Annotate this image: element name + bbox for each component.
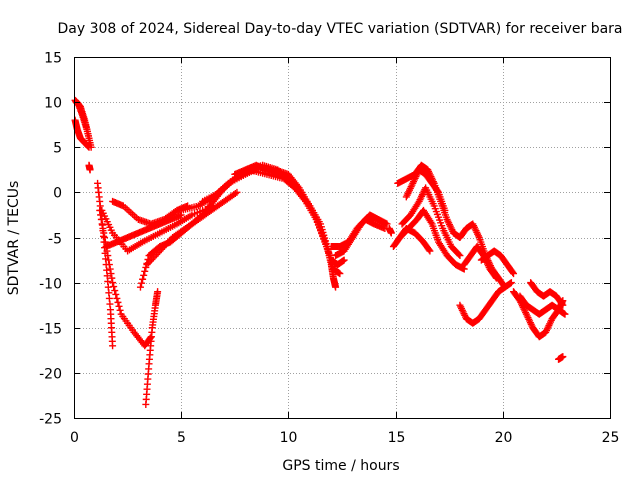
chart-title: Day 308 of 2024, Sidereal Day-to-day VTE… xyxy=(57,21,622,37)
data-point xyxy=(510,270,518,278)
data-point xyxy=(110,283,118,291)
y-tick-label: -5 xyxy=(48,232,62,248)
data-point xyxy=(383,220,391,228)
series-track-g xyxy=(142,288,162,408)
series-track-w xyxy=(402,166,449,214)
y-tick-label: 15 xyxy=(44,51,62,67)
series-track-ab xyxy=(477,247,518,278)
data-point xyxy=(558,300,566,308)
data-point xyxy=(101,238,109,246)
y-tick-label: 5 xyxy=(53,141,62,157)
data-point xyxy=(426,247,434,255)
data-point xyxy=(434,187,442,195)
data-point xyxy=(138,279,146,287)
data-point xyxy=(141,267,149,275)
y-tick-label: -25 xyxy=(39,412,62,428)
series-track-o xyxy=(209,163,344,278)
series-track-r xyxy=(327,215,389,251)
data-point xyxy=(98,220,106,228)
data-point xyxy=(114,298,122,306)
axis-ticks: 0 5 10 15 20 25 -25 -20 -15 -10 -5 0 5 10 15 xyxy=(39,51,619,447)
y-tick-label: -15 xyxy=(39,322,62,338)
y-tick-label: 0 xyxy=(53,186,62,202)
x-tick-label: 25 xyxy=(602,430,620,446)
series-track-b xyxy=(71,116,93,151)
data-point xyxy=(113,294,121,302)
data-point xyxy=(233,188,241,196)
series-track-p xyxy=(231,161,292,183)
data-point xyxy=(108,274,116,282)
grid-lines xyxy=(74,57,610,418)
series-track-j xyxy=(109,197,192,228)
data-point xyxy=(136,283,144,291)
y-tick-label: 10 xyxy=(44,96,62,112)
x-tick-label: 10 xyxy=(280,430,298,446)
data-point xyxy=(140,271,148,279)
x-tick-label: 20 xyxy=(495,430,513,446)
data-point xyxy=(509,268,517,276)
data-point xyxy=(425,246,433,254)
series-track-x xyxy=(389,224,434,255)
data-point xyxy=(101,234,109,241)
data-point xyxy=(105,261,113,269)
data-point xyxy=(507,279,515,287)
series-track-ad xyxy=(516,292,569,318)
series-track-s xyxy=(385,224,395,237)
data-point xyxy=(441,206,449,214)
series-track-v xyxy=(398,184,464,260)
data-point xyxy=(336,270,344,278)
data-point xyxy=(139,275,147,283)
x-tick-label: 15 xyxy=(388,430,406,446)
data-point xyxy=(99,224,107,232)
data-point xyxy=(559,353,567,361)
data-point xyxy=(109,279,117,287)
series-track-l xyxy=(143,188,241,269)
data-point xyxy=(116,306,124,314)
data-point xyxy=(559,301,567,309)
series-track-d xyxy=(85,161,94,174)
data-point xyxy=(111,287,119,295)
data-points xyxy=(71,96,569,408)
y-tick-label: -10 xyxy=(39,277,62,293)
data-point xyxy=(561,310,569,318)
data-point xyxy=(109,342,117,350)
data-point xyxy=(387,229,395,237)
data-point xyxy=(492,274,500,282)
data-point xyxy=(340,256,348,264)
data-point xyxy=(85,134,93,142)
series-track-af xyxy=(555,353,567,363)
data-point xyxy=(456,252,464,260)
data-point xyxy=(154,288,162,296)
data-point xyxy=(105,256,113,264)
data-point xyxy=(107,270,115,278)
data-point xyxy=(86,166,94,174)
series-track-aa xyxy=(456,279,515,327)
data-point xyxy=(115,302,123,310)
series-track-m xyxy=(177,161,340,291)
y-tick-label: -20 xyxy=(39,367,62,383)
series-track-q xyxy=(332,211,391,260)
data-point xyxy=(106,265,114,273)
data-point xyxy=(100,229,108,237)
series-track-ae xyxy=(527,279,567,309)
data-point xyxy=(492,273,500,281)
data-point xyxy=(284,175,292,183)
x-axis-label: GPS time / hours xyxy=(282,458,399,474)
series-track-i xyxy=(102,211,185,251)
data-point xyxy=(85,143,93,151)
data-point xyxy=(231,190,239,198)
x-tick-label: 0 xyxy=(70,430,79,446)
data-point xyxy=(112,290,120,298)
x-tick-label: 5 xyxy=(177,430,186,446)
y-axis-label: SDTVAR / TECUs xyxy=(6,181,22,296)
data-point xyxy=(332,283,340,291)
data-point xyxy=(104,252,112,260)
data-point xyxy=(455,250,463,258)
